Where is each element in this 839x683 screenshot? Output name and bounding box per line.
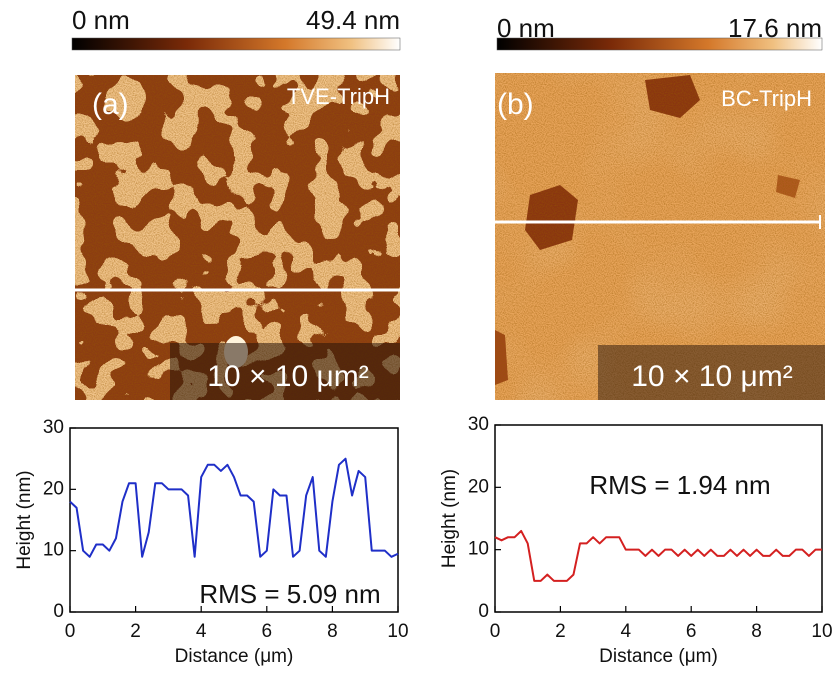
sample-label: TVE-TripH: [287, 84, 390, 109]
x-tick-label: 10: [387, 621, 408, 642]
y-axis-label: Height (nm): [439, 469, 460, 568]
colorbar-max-label: 49.4 nm: [306, 5, 400, 35]
colorbar-min-label: 0 nm: [72, 5, 130, 35]
annotation: RMS = 5.09 nm: [199, 579, 380, 609]
y-tick-label: 10: [468, 539, 489, 560]
x-tick-label: 10: [811, 621, 832, 642]
x-tick-label: 2: [555, 621, 566, 642]
x-axis-label: Distance (μm): [599, 646, 718, 667]
data-line: [69, 457, 399, 558]
data-line: [494, 529, 822, 582]
y-tick-label: 30: [468, 414, 489, 435]
colorbar: [496, 37, 823, 51]
scale-label: 10 × 10 μm²: [631, 360, 793, 393]
y-tick-label: 0: [53, 601, 64, 622]
colorbar: [71, 37, 401, 51]
y-axis-label: Height (nm): [14, 470, 35, 569]
colorbar-min-label: 0 nm: [497, 13, 555, 43]
plot-frame: [69, 427, 399, 613]
x-tick-label: 2: [130, 621, 141, 642]
y-tick-label: 20: [43, 478, 64, 499]
x-tick-label: 4: [621, 621, 632, 642]
x-tick-label: 8: [327, 621, 338, 642]
y-tick-label: 0: [478, 601, 489, 622]
plot-frame: [494, 424, 823, 613]
x-tick-label: 0: [490, 621, 501, 642]
annotation: RMS = 1.94 nm: [589, 470, 770, 500]
afm-image-b: [495, 37, 825, 400]
scale-label: 10 × 10 μm²: [207, 360, 369, 393]
colorbar-max-label: 17.6 nm: [728, 13, 822, 43]
x-tick-label: 0: [65, 621, 76, 642]
panel-label: (b): [497, 88, 534, 121]
x-tick-label: 4: [196, 621, 207, 642]
panel-label: (a): [92, 88, 129, 121]
afm-image-a: [71, 37, 401, 400]
x-tick-label: 6: [686, 621, 697, 642]
x-tick-label: 8: [751, 621, 762, 642]
y-tick-label: 30: [43, 417, 64, 438]
sample-label: BC-TripH: [721, 86, 812, 111]
x-tick-label: 6: [262, 621, 273, 642]
x-axis-label: Distance (μm): [175, 646, 294, 667]
y-tick-label: 10: [43, 540, 64, 561]
y-tick-label: 20: [468, 476, 489, 497]
